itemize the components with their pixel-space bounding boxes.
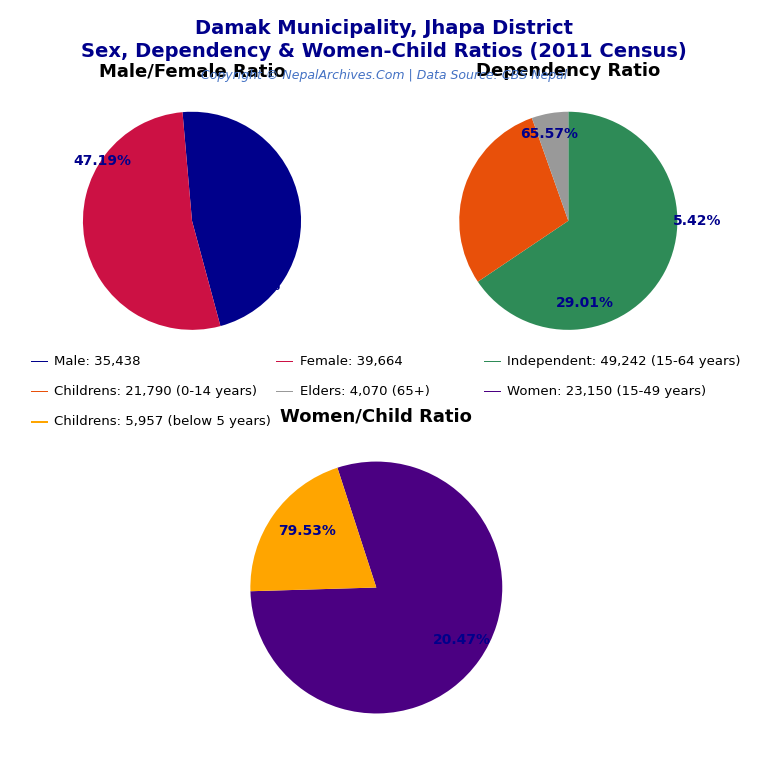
Text: Childrens: 21,790 (0-14 years): Childrens: 21,790 (0-14 years) (54, 385, 257, 398)
Text: 29.01%: 29.01% (556, 296, 614, 310)
Text: 5.42%: 5.42% (673, 214, 721, 228)
Bar (276, 391, 293, 392)
Wedge shape (459, 118, 568, 282)
Text: Damak Municipality, Jhapa District: Damak Municipality, Jhapa District (195, 19, 573, 38)
Wedge shape (478, 111, 677, 329)
Wedge shape (250, 462, 502, 713)
Bar (31, 391, 48, 392)
Text: Female: 39,664: Female: 39,664 (300, 355, 402, 368)
Title: Dependency Ratio: Dependency Ratio (476, 62, 660, 80)
Wedge shape (250, 468, 376, 591)
Bar (276, 360, 293, 362)
Bar (484, 360, 501, 362)
Title: Women/Child Ratio: Women/Child Ratio (280, 408, 472, 425)
Wedge shape (83, 112, 220, 329)
Text: 52.81%: 52.81% (223, 280, 281, 293)
Text: 47.19%: 47.19% (74, 154, 131, 168)
Wedge shape (183, 112, 301, 326)
Text: Independent: 49,242 (15-64 years): Independent: 49,242 (15-64 years) (507, 355, 740, 368)
Bar (31, 360, 48, 362)
Text: Women: 23,150 (15-49 years): Women: 23,150 (15-49 years) (507, 385, 706, 398)
Text: 20.47%: 20.47% (433, 634, 491, 647)
Text: Childrens: 5,957 (below 5 years): Childrens: 5,957 (below 5 years) (54, 415, 270, 428)
Text: 65.57%: 65.57% (520, 127, 578, 141)
Text: Sex, Dependency & Women-Child Ratios (2011 Census): Sex, Dependency & Women-Child Ratios (20… (81, 42, 687, 61)
Bar (484, 391, 501, 392)
Text: Elders: 4,070 (65+): Elders: 4,070 (65+) (300, 385, 429, 398)
Bar (31, 421, 48, 422)
Text: 79.53%: 79.53% (278, 524, 336, 538)
Text: Male: 35,438: Male: 35,438 (54, 355, 141, 368)
Wedge shape (532, 111, 568, 221)
Text: Copyright © NepalArchives.Com | Data Source: CBS Nepal: Copyright © NepalArchives.Com | Data Sou… (201, 69, 567, 82)
Title: Male/Female Ratio: Male/Female Ratio (98, 62, 286, 80)
